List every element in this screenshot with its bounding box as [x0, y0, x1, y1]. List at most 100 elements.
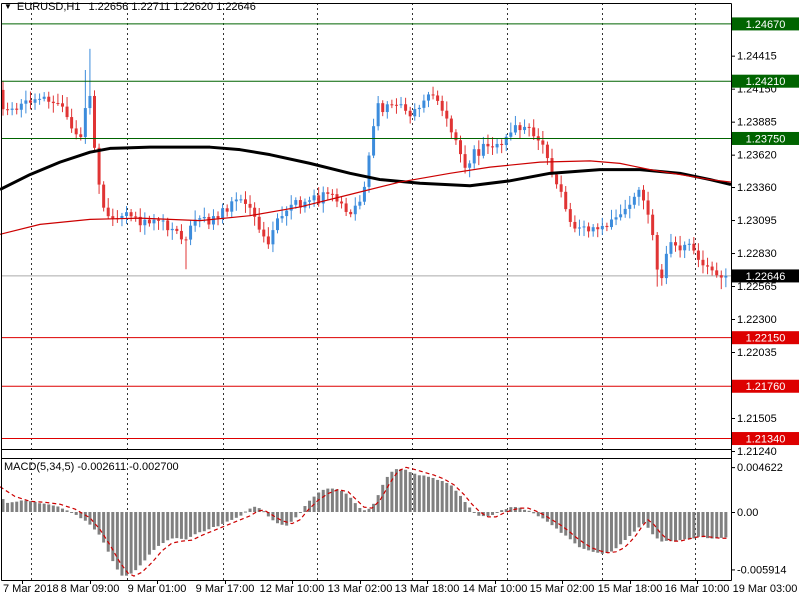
- candle-body: [385, 104, 389, 113]
- macd-bar: [175, 512, 179, 539]
- macd-tick-label: 0.004622: [737, 462, 783, 474]
- macd-bar: [463, 502, 467, 512]
- candle-body: [646, 200, 650, 215]
- macd-bar: [74, 512, 78, 515]
- candle-body: [134, 216, 138, 218]
- price-tick-label: 1.22035: [737, 347, 777, 359]
- candle-body: [294, 200, 298, 205]
- time-tick-label: 15 Mar 18:00: [598, 583, 663, 595]
- macd-bar: [614, 512, 618, 549]
- macd-bar: [381, 484, 385, 512]
- macd-bar: [692, 512, 696, 539]
- macd-bar: [445, 482, 449, 512]
- price-tick-label: 1.24415: [737, 51, 777, 63]
- macd-bar: [24, 500, 28, 512]
- candle-body: [102, 184, 106, 208]
- macd-bar: [326, 488, 330, 512]
- macd-bar: [184, 512, 188, 540]
- candle-body: [715, 270, 719, 276]
- macd-bar: [701, 512, 705, 538]
- candle-body: [655, 235, 659, 270]
- candle-body: [724, 275, 728, 278]
- time-tick-label: 9 Mar 01:00: [128, 583, 187, 595]
- macd-bar: [340, 490, 344, 512]
- macd-bar: [486, 512, 490, 516]
- candle-body: [358, 201, 362, 206]
- macd-bar: [367, 508, 371, 512]
- macd-bar: [303, 506, 307, 512]
- candle-body: [564, 191, 568, 210]
- candle-body: [152, 219, 156, 224]
- macd-bar: [431, 477, 435, 512]
- macd-bar: [225, 512, 229, 522]
- macd-bar: [93, 512, 96, 530]
- candle-body: [129, 212, 133, 217]
- macd-bar: [83, 512, 87, 521]
- candle-body: [500, 143, 504, 146]
- candle-body: [394, 104, 398, 106]
- candle-body: [642, 189, 645, 201]
- candle-body: [491, 146, 495, 148]
- candle-body: [202, 216, 206, 219]
- macd-bar: [97, 512, 101, 535]
- support-price-label: 1.22150: [732, 331, 799, 345]
- macd-axis: 0.004622 0.00 -0.005914: [731, 462, 787, 576]
- macd-bar: [459, 495, 462, 512]
- macd-bar: [115, 512, 119, 570]
- candle-body: [6, 109, 10, 111]
- candle-body: [239, 199, 243, 201]
- candle-body: [111, 216, 115, 219]
- ohlc-values: 1.22656 1.22711 1.22620 1.22646: [88, 1, 256, 13]
- candle-body: [33, 99, 37, 103]
- candle-body: [619, 214, 623, 218]
- candle-body: [243, 199, 247, 204]
- main-chart-area[interactable]: [1, 3, 731, 449]
- candle-body: [289, 204, 293, 211]
- candle-body: [504, 136, 508, 146]
- macd-bar: [349, 497, 353, 512]
- support-price-label: 1.21760: [732, 379, 799, 393]
- ma-black-line: [0, 145, 732, 191]
- macd-bar: [509, 507, 513, 512]
- macd-bar: [120, 512, 124, 576]
- ma-red-line: [0, 160, 732, 235]
- macd-bar: [500, 510, 504, 512]
- candle-body: [669, 242, 673, 254]
- macd-bar: [637, 512, 641, 528]
- svg-text:1.23750: 1.23750: [746, 133, 786, 145]
- candle-body: [664, 253, 668, 279]
- price-tick-label: 1.23360: [737, 182, 777, 194]
- macd-bar: [344, 493, 348, 512]
- macd-bar: [15, 501, 19, 512]
- candle-body: [330, 193, 334, 195]
- candle-body: [545, 144, 549, 159]
- macd-bar: [477, 512, 481, 516]
- macd-bar: [568, 512, 572, 540]
- symbol-info: ▼ EURUSD,H1 1.22656 1.22711 1.22620 1.2264…: [4, 1, 256, 14]
- candle-body: [175, 228, 179, 231]
- macd-bar: [257, 508, 261, 512]
- macd-bar: [683, 512, 687, 540]
- macd-bar: [143, 512, 147, 561]
- candle-body: [97, 147, 101, 185]
- candle-body: [573, 221, 577, 229]
- price-tick-label: 1.21240: [737, 446, 777, 458]
- symbol-dropdown-triangle-icon[interactable]: ▼: [4, 2, 12, 11]
- macd-bar: [147, 512, 151, 555]
- macd-bar: [234, 512, 238, 518]
- svg-text:1.24210: 1.24210: [746, 76, 786, 88]
- macd-bar: [536, 512, 540, 517]
- candle-body: [298, 200, 302, 208]
- macd-bar: [60, 508, 64, 512]
- candle-body: [495, 143, 499, 148]
- time-tick-label: 7 Mar 2018: [3, 583, 59, 595]
- macd-bar: [376, 495, 380, 512]
- candle-body: [559, 184, 563, 192]
- macd-bar: [106, 512, 110, 552]
- symbol-period-label: EURUSD,H1: [16, 1, 81, 13]
- candle-body: [143, 219, 147, 226]
- candle-body: [541, 140, 545, 145]
- chart-frame: [1, 3, 732, 581]
- candle-body: [308, 200, 312, 202]
